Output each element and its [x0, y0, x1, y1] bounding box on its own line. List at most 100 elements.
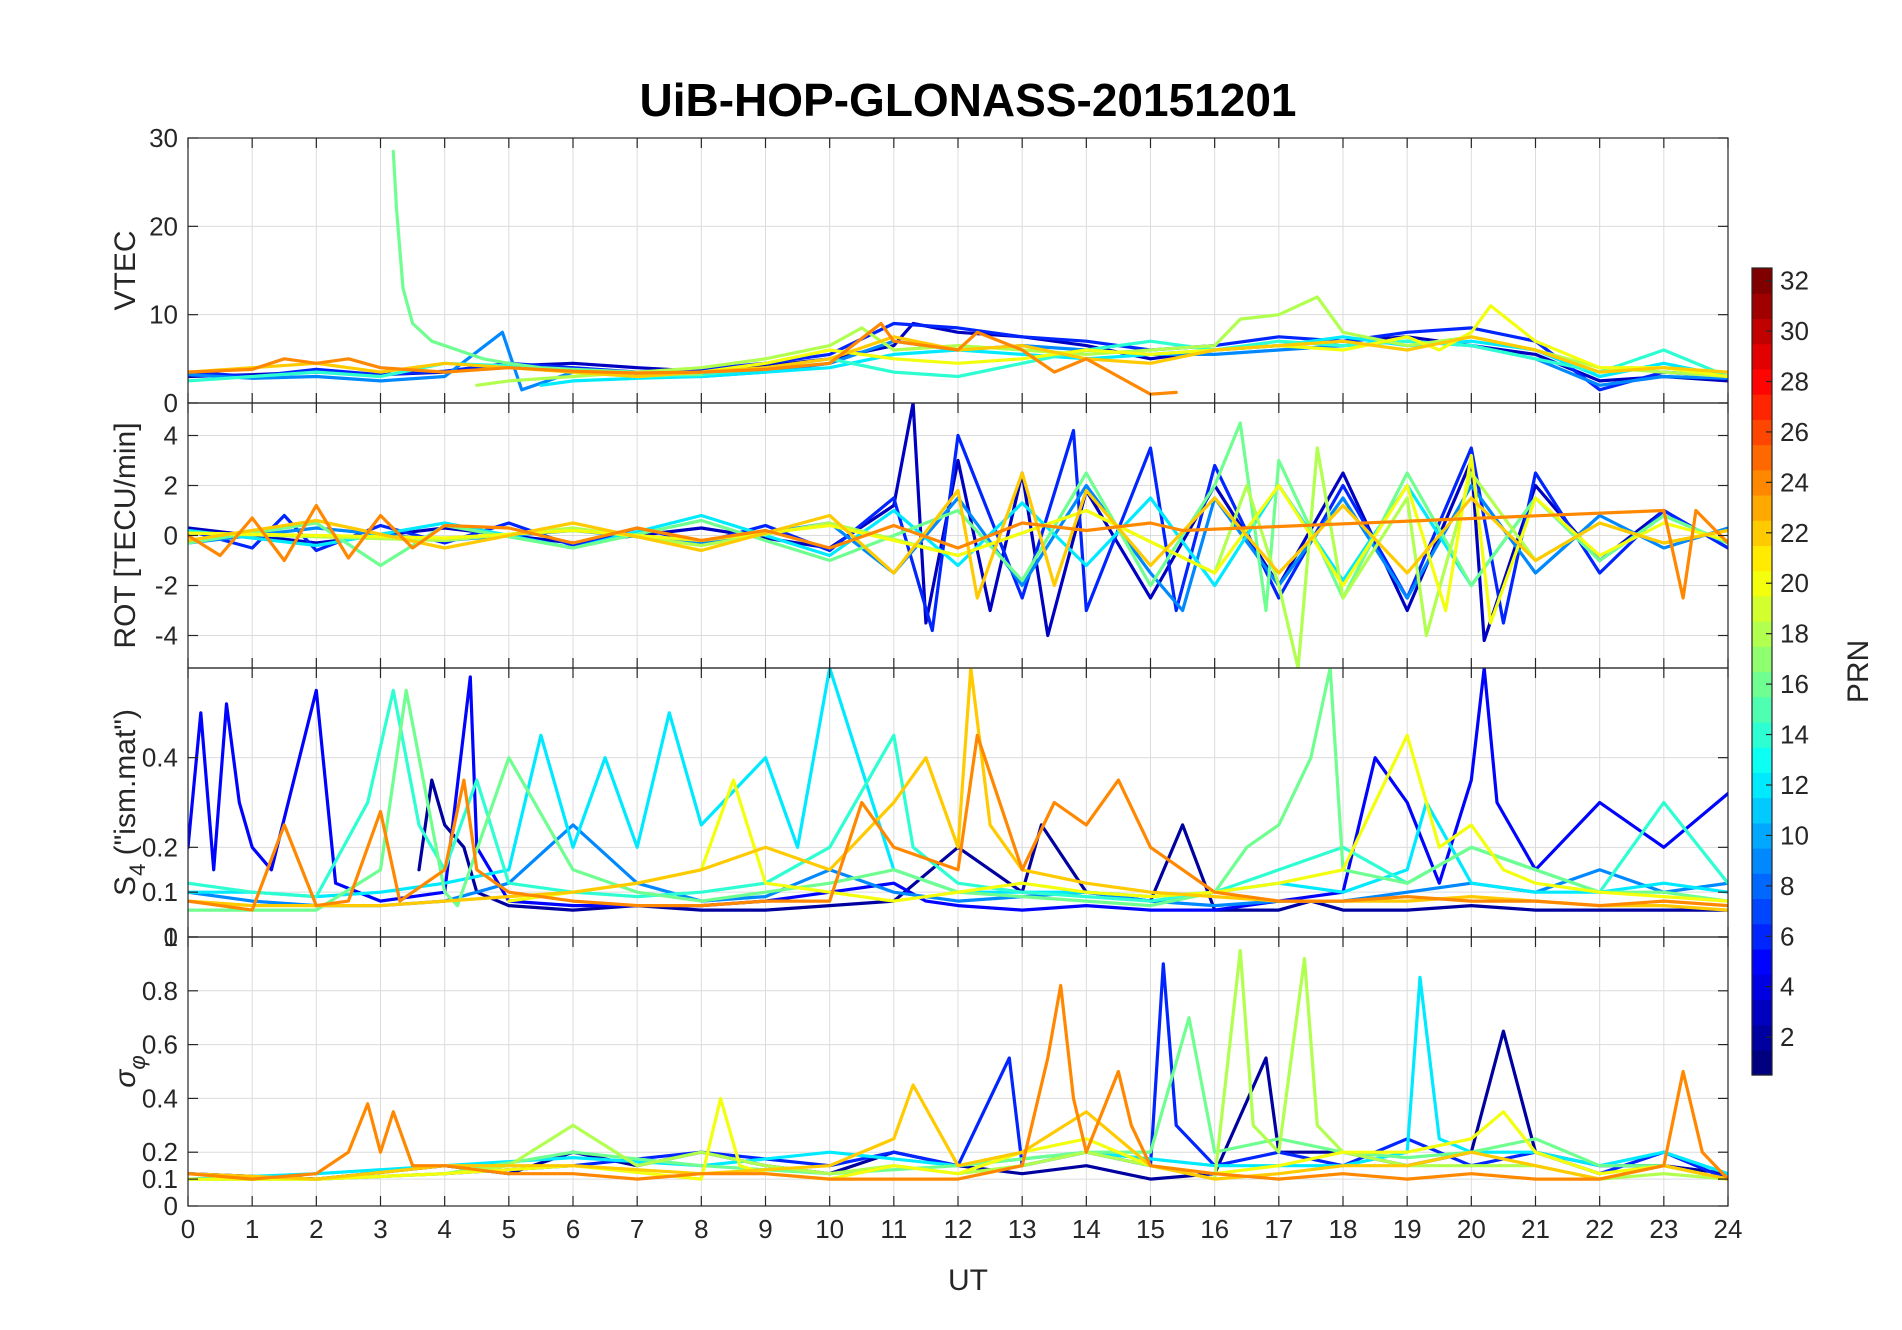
colorbar-swatch — [1752, 747, 1772, 773]
x-tick-label: 1 — [245, 1214, 259, 1244]
colorbar-tick-label: 6 — [1780, 921, 1794, 951]
colorbar-tick-label: 8 — [1780, 871, 1794, 901]
y-tick-label: 0 — [164, 922, 178, 952]
colorbar-swatch — [1752, 394, 1772, 420]
x-tick-label: 2 — [309, 1214, 323, 1244]
colorbar-swatch — [1752, 646, 1772, 673]
y-tick-label: 0.1 — [142, 1164, 178, 1194]
colorbar-tick-label: 26 — [1780, 417, 1809, 447]
colorbar-box — [1751, 267, 1773, 1076]
x-tick-label: 24 — [1714, 1214, 1743, 1244]
x-tick-label: 10 — [815, 1214, 844, 1244]
y-tick-label: 2 — [164, 471, 178, 501]
colorbar-swatch — [1752, 545, 1772, 572]
series-prn-3 — [188, 403, 1728, 643]
panel-rot: -4 -2 0 2 4 ROT [TECU/min] — [109, 402, 1729, 669]
colorbar-swatch — [1752, 318, 1772, 345]
colorbar-tick-label: 24 — [1780, 467, 1809, 497]
x-tick-label: 4 — [437, 1214, 451, 1244]
y-tick-label: 0.2 — [142, 1137, 178, 1167]
colorbar-swatch — [1752, 343, 1772, 370]
panel-s4: 0 0.1 0.2 0.4S4 ("ism.mat") — [109, 667, 1729, 952]
colorbar-label: PRN — [1842, 640, 1875, 703]
y-tick-label: 0.8 — [142, 976, 178, 1006]
colorbar-swatch — [1752, 696, 1772, 723]
x-tick-label: 6 — [566, 1214, 580, 1244]
x-tick-label: 21 — [1521, 1214, 1550, 1244]
colorbar-tick-label: 2 — [1780, 1022, 1794, 1052]
y-tick-label: 10 — [149, 300, 178, 330]
colorbar-swatch — [1752, 873, 1772, 900]
colorbar-swatch — [1752, 444, 1772, 471]
y-tick-label: -4 — [155, 621, 178, 651]
colorbar-tick-label: 28 — [1780, 366, 1809, 396]
colorbar-swatch — [1752, 999, 1772, 1026]
series-prn-24 — [188, 321, 1178, 396]
colorbar-swatch — [1752, 721, 1772, 748]
colorbar-swatch — [1752, 268, 1772, 294]
x-tick-label: 9 — [758, 1214, 772, 1244]
colorbar-tick-label: 16 — [1780, 669, 1809, 699]
colorbar-tick-label: 12 — [1780, 770, 1809, 800]
colorbar-swatch — [1752, 520, 1772, 547]
x-tick-label: 20 — [1457, 1214, 1486, 1244]
series-prn-24 — [188, 733, 1728, 912]
panel-s4-series — [188, 668, 1728, 912]
colorbar-swatch — [1752, 948, 1772, 975]
colorbar-swatch — [1752, 494, 1772, 521]
colorbar-swatch — [1752, 1049, 1772, 1076]
series-prn-22 — [188, 1083, 1728, 1181]
colorbar-swatch — [1752, 293, 1772, 320]
x-tick-label: 18 — [1329, 1214, 1358, 1244]
colorbar-swatch — [1752, 797, 1772, 824]
y-tick-label: 20 — [149, 211, 178, 241]
series-prn-16 — [391, 149, 703, 377]
colorbar-tick-label: 30 — [1780, 316, 1809, 346]
colorbar-tick-label: 14 — [1780, 720, 1809, 750]
y-tick-label: 0.2 — [142, 832, 178, 862]
colorbar-swatch — [1752, 469, 1772, 496]
x-tick-labels: 0 1 2 3 4 5 6 7 8 9 10 11 12 13 14 15 16 17 18 19 20 21 22 23 24 — [181, 1214, 1743, 1244]
y-tick-label: 0 — [164, 1191, 178, 1221]
series-prn-12 — [188, 668, 1728, 899]
y-tick-label: 1 — [164, 922, 178, 952]
colorbar-swatch — [1752, 898, 1772, 925]
y-tick-label: 0.1 — [142, 877, 178, 907]
colorbar-swatch — [1752, 822, 1772, 849]
colorbar-swatch — [1752, 671, 1772, 698]
colorbar-swatch — [1752, 621, 1772, 647]
chart-title: UiB-HOP-GLONASS-20151201 — [640, 74, 1297, 126]
series-prn-16 — [188, 668, 1728, 912]
x-tick-label: 16 — [1200, 1214, 1229, 1244]
series-prn-18 — [188, 446, 1728, 668]
colorbar-tick-label: 20 — [1780, 568, 1809, 598]
x-tick-label: 7 — [630, 1214, 644, 1244]
series-prn-24 — [188, 983, 1728, 1181]
colorbar-swatch — [1752, 595, 1772, 622]
colorbar-swatch — [1752, 772, 1772, 799]
y-tick-label: 30 — [149, 123, 178, 153]
y-tick-label: 0.6 — [142, 1030, 178, 1060]
y-tick-label: 0.4 — [142, 1083, 178, 1113]
x-tick-label: 17 — [1264, 1214, 1293, 1244]
x-tick-label: 5 — [502, 1214, 516, 1244]
colorbar-swatch — [1752, 974, 1772, 1000]
panel-sigphi-y-label: σφ — [109, 1055, 150, 1087]
x-tick-label: 13 — [1008, 1214, 1037, 1244]
series-prn-24 — [188, 503, 1728, 600]
x-tick-label: 8 — [694, 1214, 708, 1244]
colorbar-swatch — [1752, 419, 1772, 446]
x-tick-label: 22 — [1585, 1214, 1614, 1244]
series-prn-22 — [188, 471, 1728, 600]
y-tick-label: -2 — [155, 571, 178, 601]
y-tick-label: 0.4 — [142, 743, 178, 773]
colorbar-swatch — [1752, 1024, 1772, 1051]
series-prn-20 — [507, 733, 1728, 903]
panel-vtec: 0 10 20 30 VTEC — [109, 123, 1729, 418]
panel-rot-y-label: ROT [TECU/min] — [109, 422, 142, 648]
x-axis-label: UT — [948, 1264, 988, 1297]
x-tick-label: 23 — [1649, 1214, 1678, 1244]
